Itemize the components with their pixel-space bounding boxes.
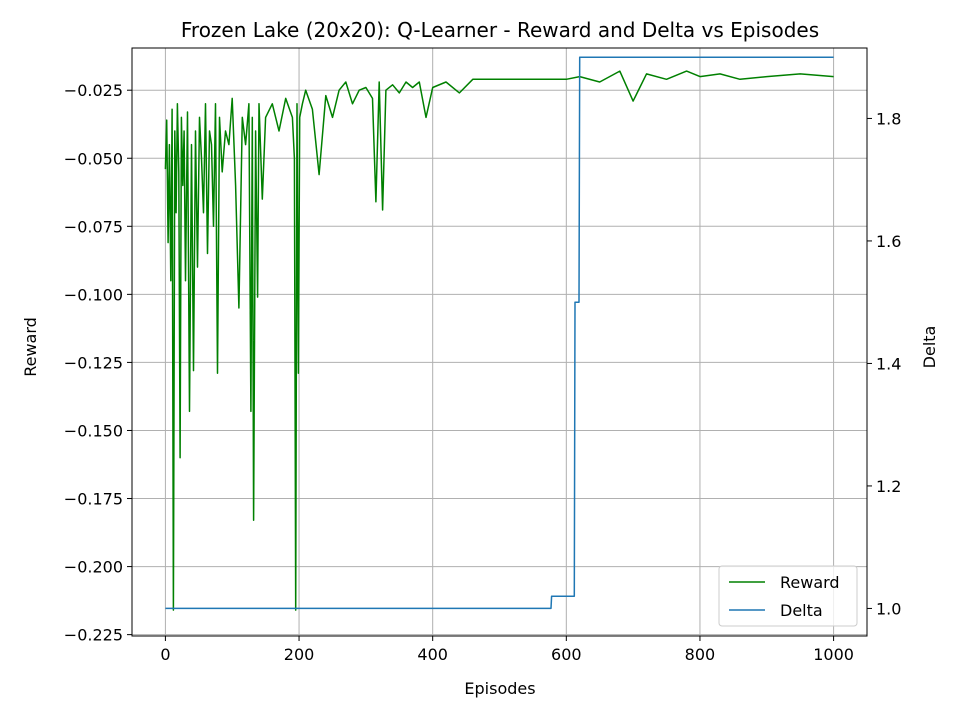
y-tick-label: −0.075 [64, 217, 123, 236]
bottom-axis: 0 200 400 600 800 1000 [160, 636, 854, 664]
y-tick-label: −0.175 [64, 490, 123, 509]
x-axis-label: Episodes [464, 679, 535, 698]
series-line-delta [165, 56, 834, 610]
y-tick-label: −0.025 [64, 81, 123, 100]
y2-tick-label: 1.0 [876, 599, 901, 618]
y-tick-label: −0.100 [64, 285, 123, 304]
y2-tick-label: 1.4 [876, 354, 901, 373]
chart-title: Frozen Lake (20x20): Q-Learner - Reward … [181, 18, 819, 42]
x-tick-label: 400 [417, 645, 448, 664]
x-tick-label: 1000 [813, 645, 854, 664]
y2-tick-label: 1.8 [876, 109, 901, 128]
y-tick-label: −0.200 [64, 558, 123, 577]
legend: Reward Delta [718, 565, 858, 627]
y-tick-label: −0.150 [64, 421, 123, 440]
left-axis: −0.225 −0.200 −0.175 −0.150 −0.125 −0.100 −0.0… [64, 81, 132, 645]
legend-label-delta: Delta [780, 601, 823, 620]
y-tick-label: −0.125 [64, 353, 123, 372]
legend-label-reward: Reward [780, 573, 840, 592]
x-tick-label: 0 [160, 645, 170, 664]
y2-tick-label: 1.2 [876, 477, 901, 496]
x-tick-label: 600 [551, 645, 582, 664]
series-layer [164, 56, 834, 611]
plot-frame [131, 47, 868, 637]
y-tick-label: −0.050 [64, 149, 123, 168]
y-tick-label: −0.225 [64, 626, 123, 645]
y-axis-label: Reward [21, 317, 40, 377]
y2-axis-label: Delta [920, 326, 939, 369]
y2-tick-label: 1.6 [876, 232, 901, 251]
series-line-reward [164, 70, 834, 611]
grid [132, 48, 867, 636]
x-tick-label: 200 [284, 645, 315, 664]
x-tick-label: 800 [685, 645, 716, 664]
legend-box [718, 565, 858, 627]
right-axis: 1.0 1.2 1.4 1.6 1.8 [867, 109, 901, 618]
